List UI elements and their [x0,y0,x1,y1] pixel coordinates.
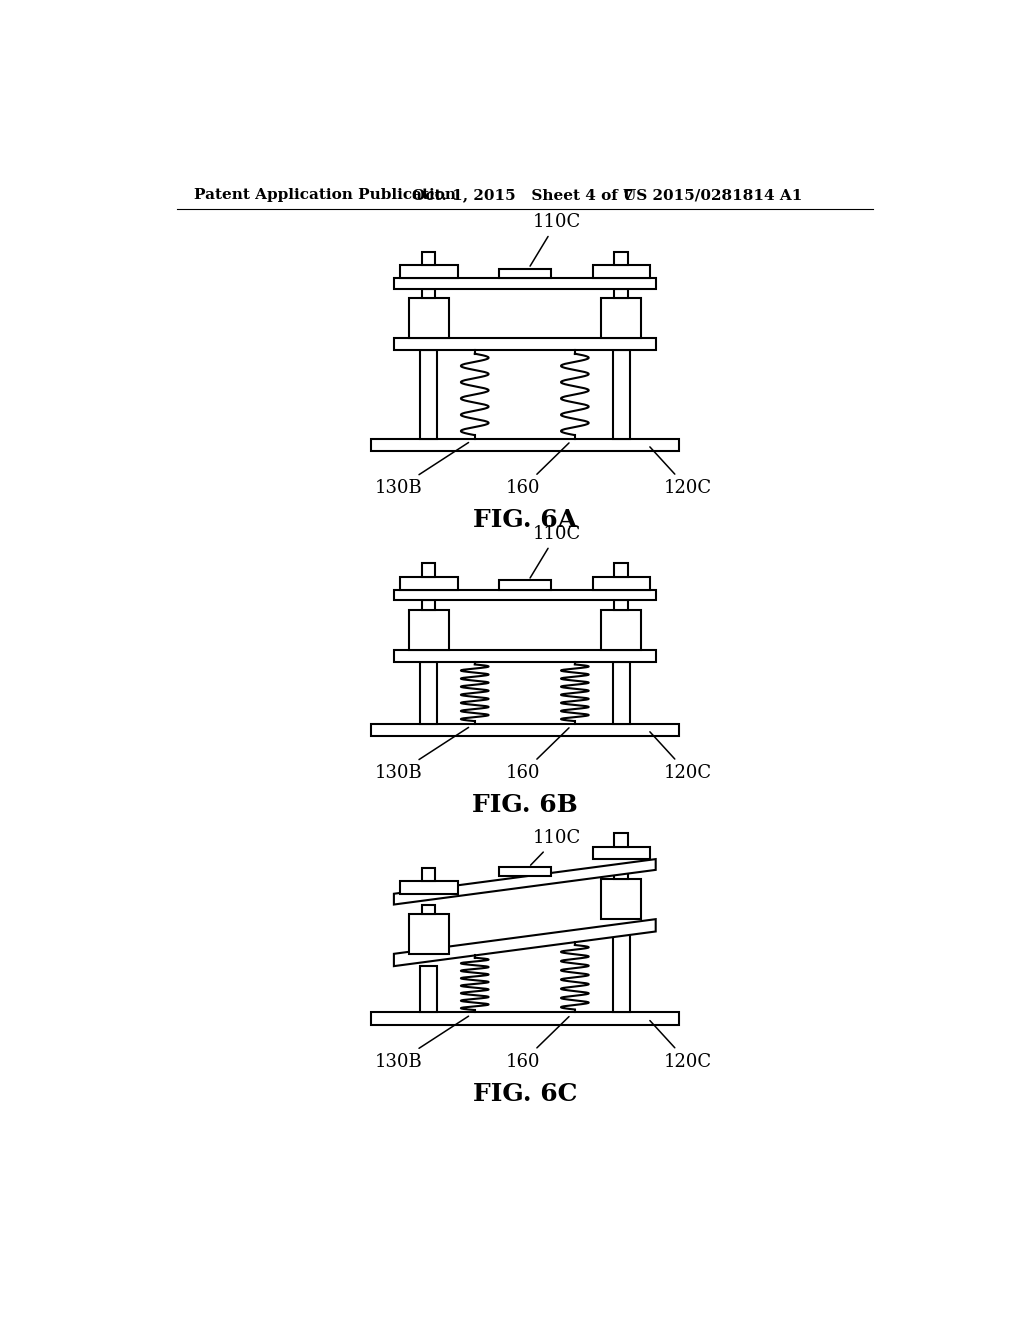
Text: 130B: 130B [375,727,469,781]
Bar [422,904,435,913]
Bar [371,438,679,451]
Bar [420,350,437,438]
Text: 130B: 130B [375,1016,469,1071]
Bar [400,882,458,894]
Bar [614,833,628,847]
Text: 120C: 120C [650,1020,712,1071]
Bar [371,1012,679,1024]
Bar [409,610,449,649]
Bar [394,277,655,289]
Bar [499,268,551,277]
Text: 120C: 120C [650,447,712,496]
Bar [371,723,679,737]
Text: Oct. 1, 2015   Sheet 4 of 7: Oct. 1, 2015 Sheet 4 of 7 [412,189,634,202]
Bar [394,590,655,601]
Bar [593,847,650,859]
Bar [394,338,655,350]
Bar [499,867,551,876]
Bar [420,966,437,1012]
Bar [614,289,628,298]
Text: 130B: 130B [375,442,469,496]
Text: FIG. 6C: FIG. 6C [472,1082,578,1106]
Polygon shape [394,919,655,966]
Bar [593,577,650,590]
Text: 160: 160 [506,1016,569,1071]
Bar [614,601,628,610]
Bar [612,932,630,1012]
Text: 160: 160 [506,727,569,781]
Text: 110C: 110C [530,829,581,865]
Text: US 2015/0281814 A1: US 2015/0281814 A1 [624,189,803,202]
Text: FIG. 6B: FIG. 6B [472,793,578,817]
Bar [612,350,630,438]
Bar [400,577,458,590]
Bar [420,663,437,723]
Text: 120C: 120C [650,731,712,781]
Bar [499,581,551,590]
Text: 110C: 110C [530,214,581,267]
Bar [614,564,628,577]
Bar [593,265,650,277]
Text: 110C: 110C [530,525,581,578]
Bar [422,564,435,577]
Text: Patent Application Publication: Patent Application Publication [194,189,456,202]
Bar [614,252,628,265]
Bar [614,870,628,879]
Bar [422,289,435,298]
Bar [422,867,435,882]
Bar [601,298,641,338]
Text: 160: 160 [506,444,569,496]
Bar [422,601,435,610]
Text: FIG. 6A: FIG. 6A [473,508,577,532]
Bar [601,610,641,649]
Bar [612,663,630,723]
Bar [409,298,449,338]
Polygon shape [394,859,655,904]
Bar [422,252,435,265]
Bar [400,265,458,277]
Bar [601,879,641,919]
Bar [394,649,655,663]
Bar [409,913,449,954]
